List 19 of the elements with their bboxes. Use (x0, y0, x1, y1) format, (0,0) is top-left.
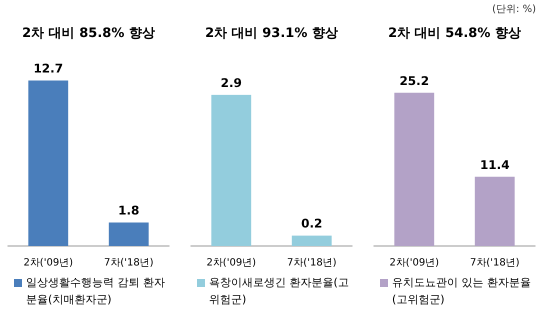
x-tick-label: 7차('18년) (470, 258, 520, 269)
legend-label: 욕창이새로생긴 환자분율(고위험군) (209, 275, 350, 308)
data-label: 1.8 (118, 204, 140, 218)
chart-title: 2차 대비 54.8% 향상 (388, 26, 521, 42)
data-label: 12.7 (33, 62, 64, 76)
x-tick-label: 7차('18년) (286, 258, 337, 269)
data-label: 25.2 (399, 74, 430, 88)
legend-label: 유치도뇨관이 있는 환자분율(고위험군) (392, 275, 532, 308)
x-tick-label: 2차('09년) (206, 258, 256, 269)
legend-label: 일상생활수행능력 감퇴 환자분율(치매환자군) (26, 275, 166, 308)
x-tick-label: 7차('18년) (104, 258, 154, 269)
chart-title: 2차 대비 93.1% 향상 (205, 26, 338, 42)
chart-title: 2차 대비 85.8% 향상 (22, 26, 155, 42)
x-tick-label: 2차('09년) (23, 258, 74, 269)
data-label: 0.2 (301, 216, 322, 231)
data-label: 2.9 (220, 76, 242, 90)
text: (단위: %) (492, 3, 536, 16)
data-label: 11.4 (480, 158, 510, 172)
x-tick-label: 2차('09년) (389, 258, 440, 269)
